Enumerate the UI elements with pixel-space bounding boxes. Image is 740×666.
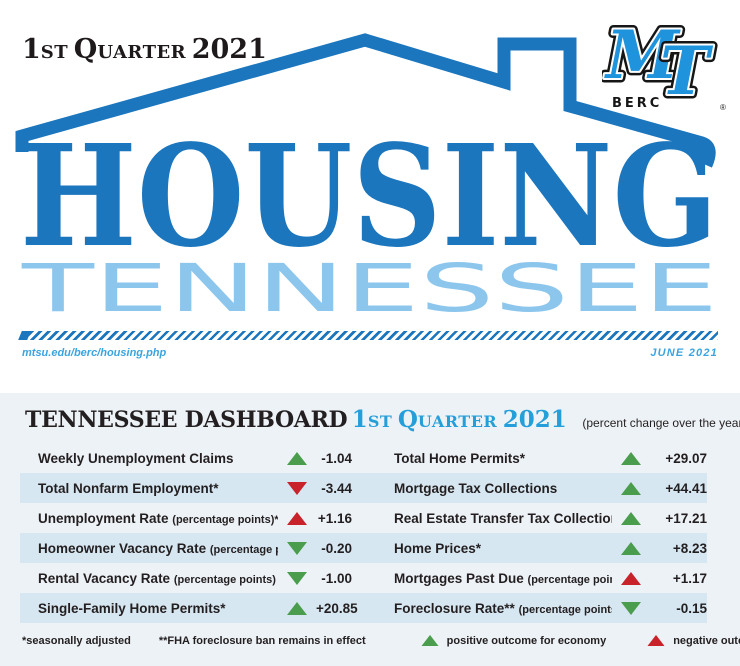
indicator-label: Homeowner Vacancy Rate (percentage point… [38, 540, 278, 556]
trend-triangle-icon [287, 571, 307, 585]
dashboard-header: TENNESSEE DASHBOARD 1ST QUARTER 2021 (pe… [25, 406, 740, 433]
indicator-value: -0.20 [321, 540, 352, 556]
trend-triangle-icon [621, 451, 641, 465]
indicator-label: Weekly Unemployment Claims [38, 450, 234, 466]
footnotes-row: *seasonally adjusted **FHA foreclosure b… [22, 634, 740, 647]
mt-logo-icon: M M T T BERC ® [600, 12, 727, 115]
indicator-value: +44.41 [665, 480, 707, 496]
indicator-label: Foreclosure Rate** (percentage points) [394, 600, 612, 616]
quarter-year: 2021 [191, 34, 267, 65]
trend-triangle-icon [287, 481, 307, 495]
logo-letter-t: T [660, 32, 714, 110]
footnote-fha: **FHA foreclosure ban remains in effect [158, 634, 366, 647]
indicator-value: -1.04 [321, 450, 352, 466]
trend-triangle-icon [621, 481, 641, 495]
indicator-label: Mortgage Tax Collections [394, 480, 558, 496]
indicator-value: +1.16 [317, 510, 352, 526]
house-roof-outline-icon [15, 33, 716, 168]
indicator-value: -0.15 [676, 600, 707, 616]
indicator-row: Rental Vacancy Rate (percentage points) … [20, 563, 707, 593]
logo-letter-m: M [604, 18, 681, 94]
svg-text:T: T [660, 32, 714, 110]
registered-mark: ® [720, 103, 726, 112]
quarter-number: 1 [22, 34, 41, 65]
trend-triangle-icon [287, 541, 307, 555]
trend-triangle-icon [287, 601, 307, 615]
indicator-label: Rental Vacancy Rate (percentage points) [38, 570, 276, 586]
quarter-ordinal: ST [40, 42, 69, 63]
indicator-table: Weekly Unemployment Claims -1.04 Total H… [20, 443, 707, 623]
indicator-value: +17.21 [665, 510, 707, 526]
dashboard-quarter-label: 1ST QUARTER 2021 [351, 406, 567, 433]
issue-date: JUNE 2021 [650, 347, 718, 359]
trend-triangle-icon [621, 571, 641, 585]
trend-triangle-icon [287, 511, 307, 525]
indicator-row: Single-Family Home Permits* +20.85 Forec… [20, 593, 707, 623]
quarter-word-rest: UARTER [97, 42, 187, 63]
masthead-subtitle: TENNESSEE [20, 250, 718, 327]
indicator-value: +20.85 [316, 600, 358, 616]
indicator-row: Homeowner Vacancy Rate (percentage point… [20, 533, 707, 563]
indicator-label: Total Nonfarm Employment* [38, 480, 219, 496]
svg-text:M: M [604, 18, 681, 94]
legend-negative: negative outcome for economy [646, 634, 740, 647]
indicator-row: Weekly Unemployment Claims -1.04 Total H… [20, 443, 707, 473]
trend-triangle-icon [287, 451, 307, 465]
indicator-label: Total Home Permits* [394, 450, 526, 466]
masthead-title: HOUSING [20, 115, 718, 279]
trend-triangle-icon [621, 511, 641, 525]
quarter-word-initial: Q [73, 34, 98, 65]
dashboard-subtitle-note: (percent change over the year) [582, 416, 740, 430]
dashboard-title: TENNESSEE DASHBOARD [25, 407, 348, 433]
indicator-value: -3.44 [321, 480, 352, 496]
indicator-label: Unemployment Rate (percentage points)* [38, 510, 278, 526]
indicator-label: Home Prices* [394, 540, 482, 556]
indicator-value: +1.17 [672, 570, 707, 586]
trend-triangle-icon [621, 601, 641, 615]
indicator-value: +29.07 [665, 450, 707, 466]
indicator-label: Mortgages Past Due (percentage points) [394, 570, 612, 586]
legend-positive: positive outcome for economy [420, 634, 607, 647]
indicator-label: Single-Family Home Permits* [38, 600, 226, 616]
legend-negative-label: negative outcome for economy [673, 634, 740, 647]
legend-positive-label: positive outcome for economy [446, 634, 607, 647]
logo-berc-label: BERC [612, 96, 662, 111]
hatched-divider [22, 331, 718, 340]
indicator-row: Unemployment Rate (percentage points)* +… [20, 503, 707, 533]
indicator-label: Real Estate Transfer Tax Collections [394, 510, 612, 526]
indicator-value: +8.23 [672, 540, 707, 556]
tennessee-dashboard-section: TENNESSEE DASHBOARD 1ST QUARTER 2021 (pe… [0, 393, 740, 666]
report-url-link[interactable]: mtsu.edu/berc/housing.php [22, 347, 167, 359]
indicator-row: Total Nonfarm Employment* -3.44 Mortgage… [20, 473, 707, 503]
footnote-seasonal: *seasonally adjusted [22, 634, 131, 647]
mtsu-berc-logo: M M T T BERC ® [600, 12, 732, 115]
indicator-value: -1.00 [321, 570, 352, 586]
report-quarter-label: 1ST QUARTER 2021 [22, 34, 267, 65]
positive-triangle-icon [421, 634, 439, 647]
house-masthead-art: HOUSING TENNESSEE [15, 33, 718, 327]
trend-triangle-icon [621, 541, 641, 555]
negative-triangle-icon [647, 634, 665, 647]
